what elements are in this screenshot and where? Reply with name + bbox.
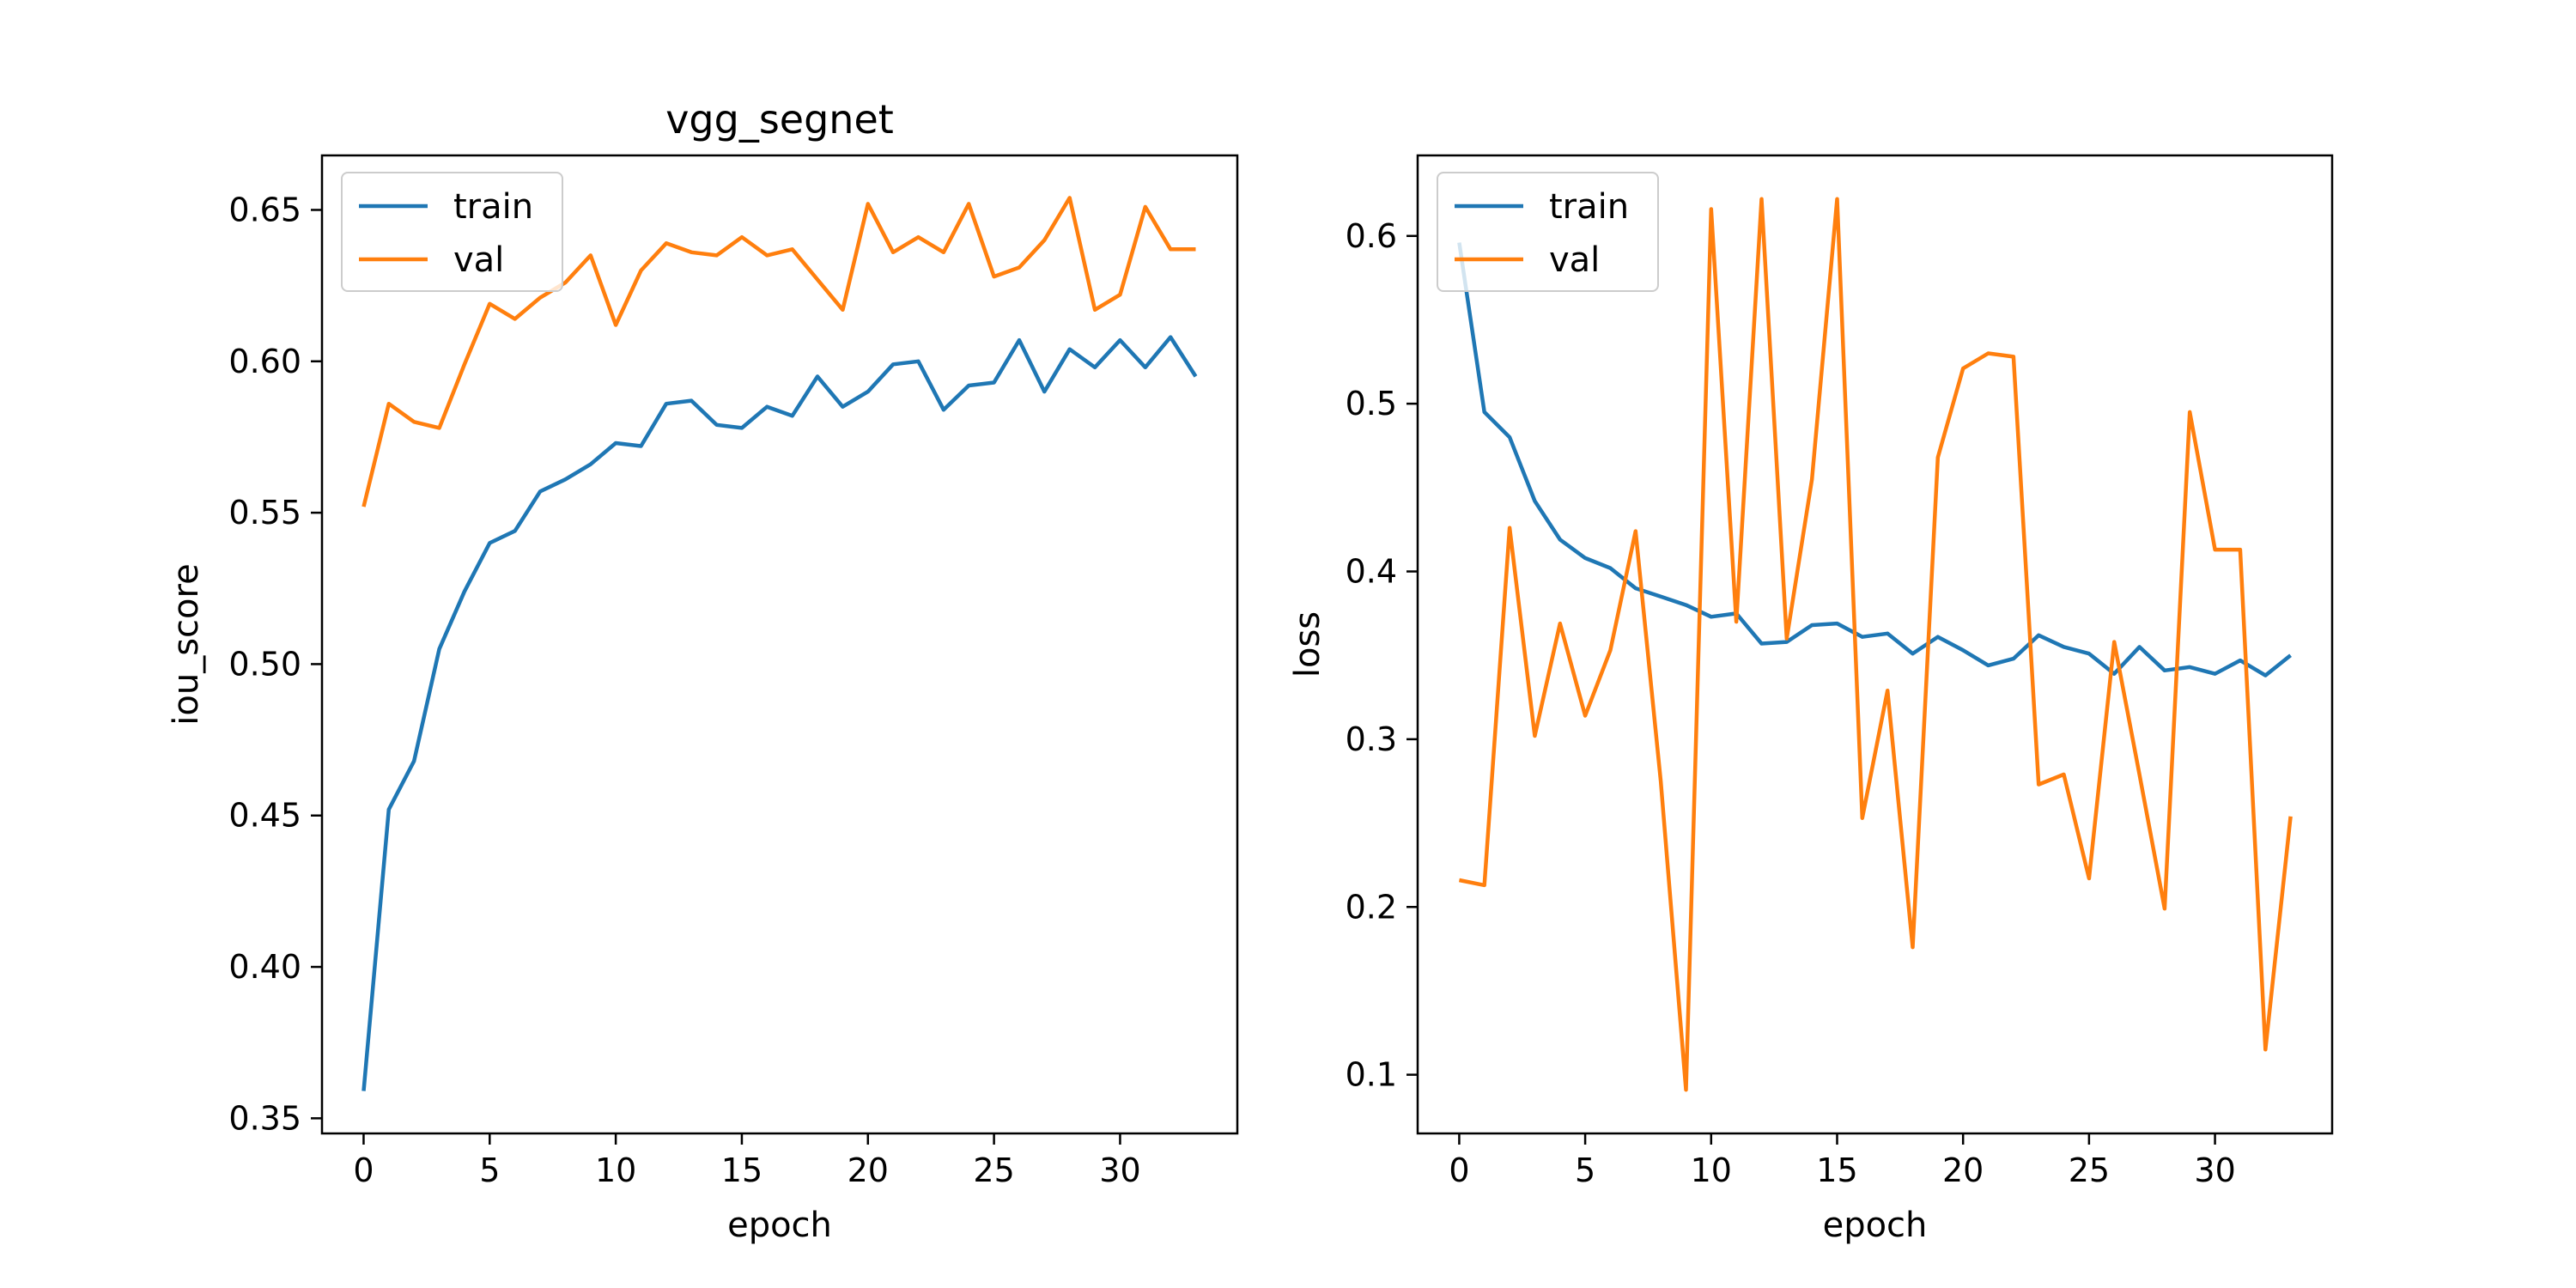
legend-label-val: val <box>453 240 504 280</box>
y-tick-label: 0.45 <box>228 797 301 835</box>
legend-box-2 <box>1437 172 1659 292</box>
series-line-val-1 <box>361 196 1196 507</box>
y-tick-label: 0.6 <box>1346 217 1397 255</box>
y-tick-label: 0.50 <box>228 645 301 683</box>
x-tick-label: 15 <box>1816 1151 1857 1189</box>
legend-label-train: train <box>453 187 533 227</box>
x-axis-label: epoch <box>727 1206 832 1245</box>
legend-box-1 <box>341 172 563 292</box>
x-tick-label: 5 <box>1575 1151 1595 1189</box>
series-line-train-1 <box>361 335 1198 1091</box>
x-tick-label: 30 <box>1099 1151 1140 1189</box>
x-tick-label: 15 <box>721 1151 762 1189</box>
y-tick-label: 0.2 <box>1346 888 1397 926</box>
y-axis-label: iou_score <box>167 563 206 725</box>
series-line-train-2 <box>1457 242 2293 677</box>
y-tick-label: 0.35 <box>228 1099 301 1137</box>
y-tick-label: 0.40 <box>228 948 301 986</box>
y-axis-label: loss <box>1288 611 1327 677</box>
legend-label-train: train <box>1549 187 1629 227</box>
legend-label-val: val <box>1549 240 1600 280</box>
y-tick-label: 0.1 <box>1346 1056 1397 1094</box>
x-tick-label: 0 <box>1449 1151 1469 1189</box>
x-tick-label: 25 <box>2069 1151 2110 1189</box>
y-tick-label: 0.4 <box>1346 553 1397 591</box>
plot-frame-2 <box>1416 154 2334 1135</box>
x-axis-label: epoch <box>1823 1206 1928 1245</box>
y-tick-label: 0.65 <box>228 191 301 228</box>
x-tick-label: 20 <box>1942 1151 1984 1189</box>
chart-title: vgg_segnet <box>665 96 894 143</box>
x-tick-label: 10 <box>1691 1151 1732 1189</box>
y-tick-label: 0.5 <box>1346 385 1397 422</box>
y-tick-label: 0.60 <box>228 343 301 380</box>
x-tick-label: 0 <box>353 1151 374 1189</box>
x-tick-label: 25 <box>973 1151 1014 1189</box>
x-tick-label: 5 <box>479 1151 500 1189</box>
plot-frame-1 <box>320 154 1239 1135</box>
series-line-val-2 <box>1458 197 2293 1092</box>
x-tick-label: 10 <box>595 1151 636 1189</box>
y-tick-label: 0.55 <box>228 494 301 532</box>
x-tick-label: 30 <box>2194 1151 2235 1189</box>
x-tick-label: 20 <box>848 1151 889 1189</box>
y-tick-label: 0.3 <box>1346 720 1397 758</box>
